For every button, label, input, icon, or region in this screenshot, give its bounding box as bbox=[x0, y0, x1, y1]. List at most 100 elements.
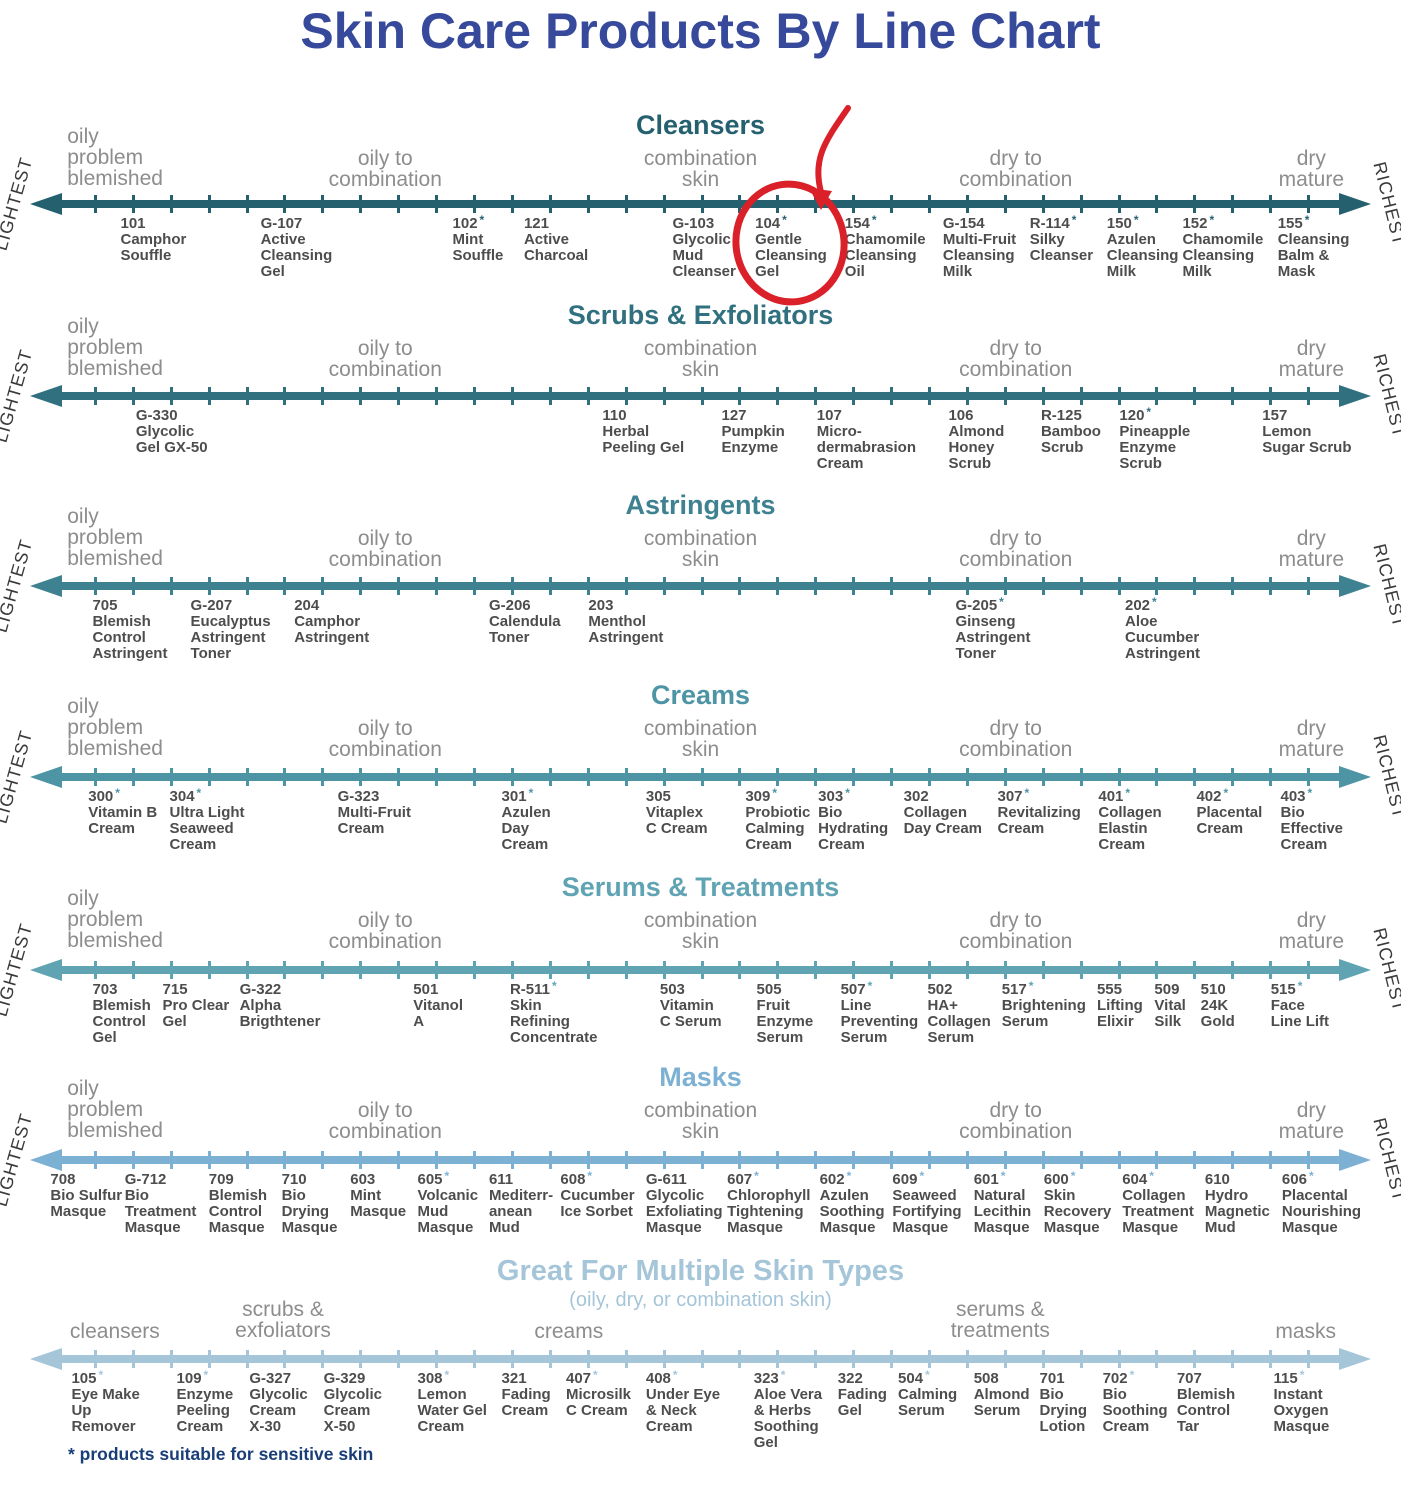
product-name-line: Mask bbox=[1277, 263, 1316, 280]
axis-tick bbox=[548, 1350, 552, 1368]
axis-tick bbox=[1041, 1151, 1045, 1169]
axis-tick bbox=[776, 1350, 780, 1368]
product-name-line: Oxygen bbox=[1273, 1402, 1329, 1419]
product-code: G-205 * bbox=[955, 595, 1004, 614]
product-code: 121 bbox=[523, 215, 549, 232]
richest-label: RICHEST bbox=[1369, 351, 1401, 441]
axis-arrow-left-icon bbox=[30, 959, 62, 981]
product-name-line: Control bbox=[92, 629, 146, 646]
label-line: combination bbox=[643, 337, 758, 360]
axis-line bbox=[30, 575, 1371, 597]
sensitive-star-icon: * bbox=[551, 979, 557, 993]
product-code: R-125 bbox=[1040, 407, 1082, 424]
axis-tick bbox=[93, 1151, 97, 1169]
product-name-line: Cleansing bbox=[260, 247, 333, 264]
product-code: 304 * bbox=[169, 786, 202, 805]
product-606: 606 * Placental Nourishing Masque bbox=[1282, 1169, 1361, 1236]
product-name-line: Astringent bbox=[1125, 645, 1200, 662]
product-name-line: HA+ bbox=[927, 997, 958, 1014]
product-name-line: Eye Make bbox=[71, 1386, 140, 1403]
axis-tick bbox=[245, 961, 249, 979]
axis-tick bbox=[131, 1151, 135, 1169]
sensitive-star-icon: * bbox=[1209, 213, 1215, 227]
label-line: problem bbox=[67, 146, 144, 169]
axis-tick bbox=[397, 768, 401, 786]
product-name-line: Camphor bbox=[120, 231, 187, 248]
label-line: creams bbox=[534, 1320, 604, 1343]
axis-tick bbox=[1079, 387, 1083, 405]
product-name-line: Gel bbox=[837, 1402, 862, 1419]
product-code: 603 bbox=[350, 1171, 376, 1188]
label-line: masks bbox=[1275, 1320, 1337, 1343]
sensitive-star-icon: * bbox=[1000, 1169, 1006, 1183]
axis-bar bbox=[56, 961, 1345, 979]
product-name-line: Cleansing bbox=[1182, 247, 1255, 264]
product-401: 401 * Collagen Elastin Cream bbox=[1098, 786, 1161, 853]
label-line: oily to bbox=[357, 909, 413, 932]
axis-tick bbox=[700, 195, 704, 213]
label-line: mature bbox=[1278, 358, 1345, 381]
sensitive-star-icon: * bbox=[196, 786, 202, 800]
product-name-line: Hydrating bbox=[818, 820, 889, 837]
axis-tick bbox=[321, 961, 325, 979]
product-name-line: Soothing bbox=[1102, 1402, 1168, 1419]
label-line: oily bbox=[67, 125, 99, 148]
axis-tick bbox=[169, 768, 173, 786]
sensitive-star-icon: * bbox=[672, 1368, 678, 1382]
skin-type-label: combination skin bbox=[644, 718, 757, 760]
product-code: 602 * bbox=[819, 1169, 852, 1188]
product-name-line: Masque bbox=[1043, 1219, 1100, 1236]
axis-tick bbox=[1041, 768, 1045, 786]
product-name-line: C Cream bbox=[566, 1402, 628, 1419]
skin-type-label: oily problem blemished bbox=[67, 506, 163, 569]
axis-tick bbox=[473, 195, 477, 213]
product-name-line: C Serum bbox=[659, 1013, 722, 1030]
label-line: dry to bbox=[989, 527, 1042, 550]
label-line: blemished bbox=[67, 929, 163, 952]
product-name-line: Mud bbox=[1204, 1219, 1236, 1236]
product-code: 610 bbox=[1204, 1171, 1230, 1188]
label-line: skin bbox=[681, 548, 720, 571]
skin-type-label: oily to combination bbox=[329, 910, 442, 952]
axis-tick bbox=[1307, 577, 1311, 595]
product-g-154: G-154 Multi-Fruit Cleansing Milk bbox=[943, 216, 1016, 280]
product-code: 709 bbox=[208, 1171, 234, 1188]
product-g-205: G-205 * Ginseng Astringent Toner bbox=[955, 595, 1030, 662]
axis-tick bbox=[586, 387, 590, 405]
product-609: 609 * Seaweed Fortifying Masque bbox=[892, 1169, 961, 1236]
axis-tick bbox=[510, 387, 514, 405]
sensitive-star-icon: * bbox=[115, 786, 120, 800]
product-name-line: Gel bbox=[753, 1434, 778, 1451]
axis-arrow-left-icon bbox=[30, 1348, 62, 1370]
product-152: 152 * Chamomile Cleansing Milk bbox=[1182, 213, 1263, 280]
product-name-line: Treatment bbox=[124, 1203, 197, 1220]
axis-tick bbox=[965, 195, 969, 213]
axis-tick bbox=[1003, 961, 1007, 979]
axis-tick bbox=[435, 387, 439, 405]
sensitive-star-icon: * bbox=[782, 213, 787, 227]
label-line: dry to bbox=[989, 147, 1042, 170]
axis-line bbox=[30, 1348, 1371, 1370]
axis-tick bbox=[397, 1151, 401, 1169]
axis-tick bbox=[814, 195, 818, 213]
axis-tick bbox=[1307, 961, 1311, 979]
product-code: 509 bbox=[1154, 981, 1180, 998]
product-name-line: Eucalyptus bbox=[190, 613, 271, 630]
product-code: 601 * bbox=[973, 1169, 1006, 1188]
axis-tick bbox=[662, 1151, 666, 1169]
axis-tick bbox=[359, 387, 363, 405]
product-303: 303 * Bio Hydrating Cream bbox=[818, 786, 889, 853]
product-name-line: Bio bbox=[124, 1187, 149, 1204]
product-name-line: Up bbox=[71, 1402, 92, 1419]
axis-tick bbox=[624, 387, 628, 405]
label-line: blemished bbox=[67, 737, 163, 760]
sensitive-star-icon: * bbox=[754, 1169, 759, 1183]
product-name-line: Mint bbox=[452, 231, 484, 248]
sensitive-star-icon: * bbox=[203, 1368, 209, 1382]
product-name-line: Cream bbox=[88, 820, 135, 837]
product-name-line: Azulen bbox=[1106, 231, 1156, 248]
product-code: 604 * bbox=[1122, 1169, 1154, 1188]
label-line: combination bbox=[643, 1099, 758, 1122]
label-line: mature bbox=[1278, 548, 1345, 571]
